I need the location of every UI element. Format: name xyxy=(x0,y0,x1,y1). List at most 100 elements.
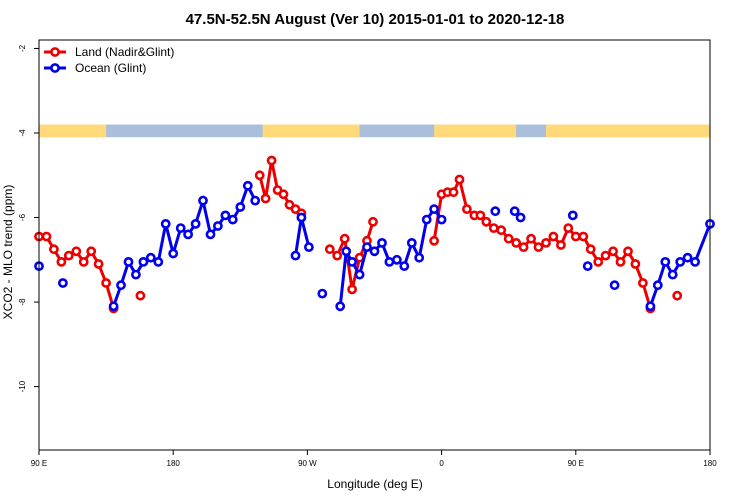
y-axis: -2 -4 -6 -8 -10 xyxy=(18,44,39,392)
series-1-point-26 xyxy=(296,212,307,223)
series-1-point-4 xyxy=(108,301,119,312)
plot-series xyxy=(34,155,715,314)
series-0-point-7 xyxy=(86,246,97,257)
series-0-point-54 xyxy=(593,256,604,267)
series-1-point-31 xyxy=(335,301,346,312)
series-0-point-45 xyxy=(526,233,536,244)
plot-frame xyxy=(38,39,711,451)
x-tick-label-5: 180 xyxy=(703,459,717,468)
series-1-point-21 xyxy=(235,202,246,212)
series-1-point-42 xyxy=(414,252,425,263)
series-1-point-20 xyxy=(227,214,238,225)
series-0-point-23 xyxy=(324,244,335,255)
series-1-point-47 xyxy=(490,206,501,217)
chart-title: 47.5N-52.5N August (Ver 10) 2015-01-01 t… xyxy=(186,11,565,28)
legend-label-1: Ocean (Glint) xyxy=(75,61,146,75)
series-1-point-34 xyxy=(354,269,365,280)
series-0-point-36 xyxy=(461,204,472,214)
x-tick-label-0: 90 E xyxy=(31,459,47,468)
series-1-point-37 xyxy=(377,237,387,248)
y-tick-label-2: -6 xyxy=(18,213,27,221)
series-0-point-18 xyxy=(278,189,289,200)
series-1-point-25 xyxy=(290,250,301,261)
series-0-point-4 xyxy=(63,250,74,261)
x-axis: 90 E 180 90 W 0 90 E 180 xyxy=(31,450,717,468)
series-1-point-14 xyxy=(183,229,193,240)
strip-land-2 xyxy=(434,124,517,138)
series-0-point-8 xyxy=(93,259,104,269)
strip-land-1 xyxy=(262,124,360,138)
series-1-point-13 xyxy=(175,223,186,233)
series-1-point-59 xyxy=(652,280,663,291)
x-tick-label-4: 90 E xyxy=(568,459,584,468)
series-0-point-46 xyxy=(533,242,544,252)
series-0-point-57 xyxy=(615,256,626,267)
series-0-point-39 xyxy=(481,216,492,227)
series-1-point-7 xyxy=(130,269,141,280)
series-0-point-26 xyxy=(347,284,357,295)
series-1-point-15 xyxy=(190,218,201,229)
series-1-line-2 xyxy=(112,181,257,307)
x-tick-label-2: 90 W xyxy=(298,459,317,468)
series-0-point-50 xyxy=(563,223,574,233)
series-1 xyxy=(34,180,715,312)
series-1-point-17 xyxy=(205,229,216,240)
series-0-point-9 xyxy=(101,278,111,288)
series-0-point-16 xyxy=(266,155,277,166)
series-0-point-59 xyxy=(630,259,641,269)
y-tick-label-4: -10 xyxy=(18,380,27,392)
series-0-point-3 xyxy=(56,256,67,267)
series-0-point-52 xyxy=(578,231,589,242)
series-1-point-52 xyxy=(567,210,578,221)
series-0-point-63 xyxy=(672,290,683,301)
series-0-point-25 xyxy=(339,233,350,244)
series-0-point-1 xyxy=(41,231,52,242)
series-1-point-36 xyxy=(369,246,380,257)
legend-marker-0 xyxy=(50,47,60,57)
series-1-point-49 xyxy=(509,206,520,217)
series-1-point-32 xyxy=(341,246,352,257)
series-0-point-35 xyxy=(454,174,465,185)
series-1-point-5 xyxy=(116,280,126,291)
series-0-point-43 xyxy=(511,237,522,248)
series-1-point-2 xyxy=(58,278,68,288)
y-tick-label-3: -8 xyxy=(18,298,27,306)
y-axis-label: XCO2 - MLO trend (ppm) xyxy=(1,185,15,320)
series-1-point-10 xyxy=(153,256,164,267)
series-0-point-29 xyxy=(368,216,378,227)
series-1-point-38 xyxy=(384,256,395,267)
series-1-point-27 xyxy=(303,242,314,252)
series-0-point-5 xyxy=(71,246,82,257)
series-1-point-12 xyxy=(168,248,179,259)
series-0-point-2 xyxy=(49,244,59,255)
series-0-point-53 xyxy=(585,244,596,255)
series-1-point-56 xyxy=(609,280,620,291)
series-1-point-11 xyxy=(160,218,171,229)
series-1-point-45 xyxy=(436,214,447,225)
series-1-point-62 xyxy=(675,256,686,267)
series-0-point-12 xyxy=(135,290,146,301)
series-1-point-58 xyxy=(645,301,656,312)
series-0-point-34 xyxy=(448,187,459,198)
series-1-point-41 xyxy=(406,237,417,248)
series-1-point-44 xyxy=(429,204,439,214)
series-1-point-60 xyxy=(660,256,671,267)
series-0-point-31 xyxy=(429,235,439,246)
y-tick-label-0: -2 xyxy=(18,44,27,52)
series-1-point-23 xyxy=(250,195,261,206)
series-0-point-41 xyxy=(496,225,507,236)
legend-marker-1 xyxy=(50,63,60,73)
series-1-point-33 xyxy=(347,256,357,267)
series-1-point-40 xyxy=(399,261,410,271)
x-axis-label: Longitude (deg E) xyxy=(327,477,422,491)
series-0-point-38 xyxy=(475,210,486,221)
series-1-point-18 xyxy=(212,221,223,231)
strip-land-3 xyxy=(545,124,710,138)
x-tick-label-3: 0 xyxy=(439,459,444,468)
series-0-point-6 xyxy=(78,256,89,267)
series-1-point-29 xyxy=(317,288,328,299)
series-0-point-58 xyxy=(623,246,633,257)
series-0-point-48 xyxy=(548,231,559,242)
strip-land-0 xyxy=(39,124,107,138)
series-0 xyxy=(34,155,683,314)
